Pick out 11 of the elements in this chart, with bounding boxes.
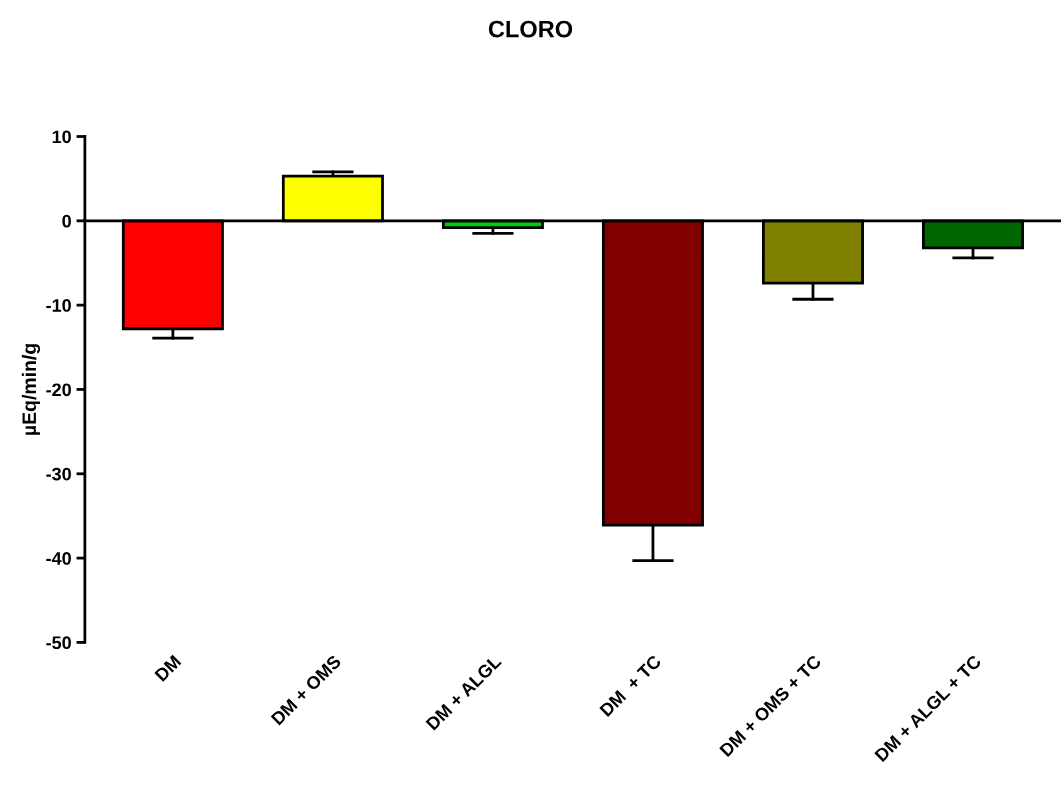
y-tick-label: 0 bbox=[62, 214, 71, 228]
x-tick-label: DM + TC bbox=[599, 654, 662, 718]
x-tick-label: DM bbox=[154, 654, 182, 682]
y-tick-label: 10 bbox=[52, 130, 71, 144]
y-tick-label: -40 bbox=[46, 552, 71, 565]
y-axis-title: µEq/min/g bbox=[21, 344, 41, 435]
y-tick-label: -10 bbox=[46, 299, 71, 312]
y-tick-label: -50 bbox=[46, 636, 71, 650]
chart-title: CLORO bbox=[488, 20, 573, 38]
y-tick-label: -30 bbox=[46, 467, 71, 481]
y-tick-label: -20 bbox=[46, 383, 71, 397]
